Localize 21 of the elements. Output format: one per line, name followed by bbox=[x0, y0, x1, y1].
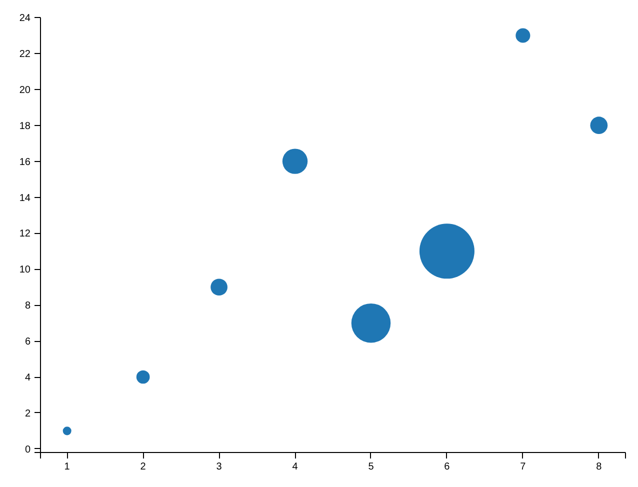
y-tick-label: 6 bbox=[24, 336, 31, 348]
x-tick-label: 5 bbox=[368, 462, 374, 472]
x-tick-label: 2 bbox=[140, 462, 146, 472]
y-tick-label: 8 bbox=[24, 300, 31, 312]
x-tick-label: 3 bbox=[216, 462, 222, 472]
x-tick-label: 7 bbox=[520, 462, 526, 472]
y-tick-label: 0 bbox=[24, 444, 31, 456]
y-tick-label: 18 bbox=[19, 120, 31, 132]
y-tick-label: 2 bbox=[24, 408, 31, 420]
y-tick-label: 20 bbox=[19, 84, 31, 96]
y-tick-label: 24 bbox=[19, 13, 31, 24]
y-tick-label: 12 bbox=[19, 228, 31, 240]
x-tick-label: 4 bbox=[292, 462, 298, 472]
x-tick-label: 8 bbox=[596, 462, 602, 472]
y-tick-label: 14 bbox=[19, 192, 31, 204]
y-tick-label: 16 bbox=[19, 156, 31, 168]
y-tick-label: 4 bbox=[24, 372, 31, 384]
x-tick-label: 1 bbox=[64, 462, 70, 472]
y-tick-label: 10 bbox=[19, 264, 31, 276]
x-tick-label: 6 bbox=[444, 462, 450, 472]
y-tick-label: 22 bbox=[19, 48, 31, 60]
